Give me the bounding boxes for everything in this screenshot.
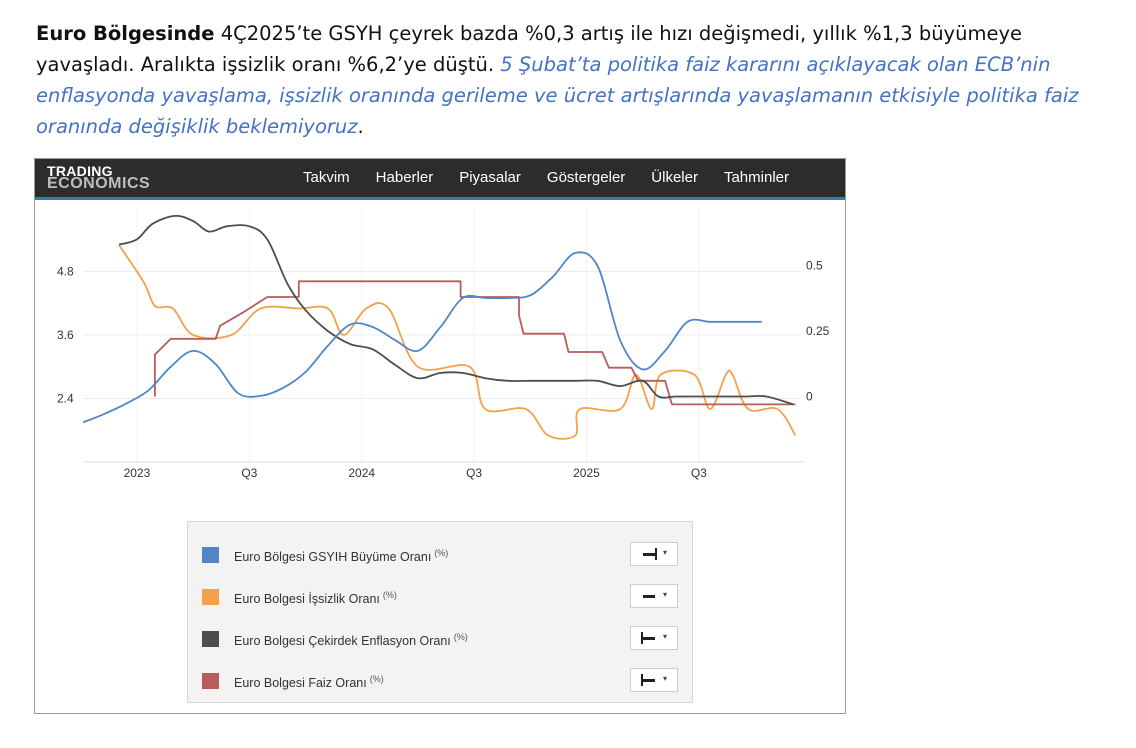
chart-panel: TRADING ECONOMICS Takvim Haberler Piyasa…	[34, 158, 846, 714]
nav-ulkeler[interactable]: Ülkeler	[651, 169, 698, 186]
right-tick-label: 0.25	[806, 324, 830, 338]
nav-haberler[interactable]: Haberler	[375, 169, 434, 186]
legend-label-interest-rate: Euro Bolgesi Faiz Oranı (%)	[234, 674, 384, 691]
legend-label-unemployment: Euro Bolgesi İşsizlik Oranı (%)	[234, 590, 397, 607]
x-tick-label: Q3	[466, 466, 482, 480]
x-tick-label: Q3	[691, 466, 707, 480]
legend-swatch-gdp	[202, 547, 219, 563]
legend-label-core-inflation: Euro Bolgesi Çekirdek Enflasyon Oranı (%)	[234, 632, 468, 649]
bar-right-icon[interactable]: ▾	[630, 542, 678, 566]
right-tick-label: 0	[806, 390, 813, 404]
line-chart: 2.4 3.6 4.8 0 0.25 0.5 2023 Q3 2024 Q3 2025 Q3	[57, 208, 830, 480]
trading-economics-logo[interactable]: TRADING ECONOMICS	[47, 163, 151, 192]
nav-tahminler[interactable]: Tahminler	[723, 169, 789, 186]
legend-item-interest-rate[interactable]: Euro Bolgesi Faiz Oranı (%) ▾	[202, 668, 682, 692]
intro-end-period: .	[357, 115, 364, 138]
x-tick-label: Q3	[241, 466, 257, 480]
te-header: TRADING ECONOMICS Takvim Haberler Piyasa…	[35, 159, 845, 200]
x-tick-label: 2025	[573, 466, 600, 480]
chart-legend: Euro Bölgesi GSYIH Büyüme Oranı (%) ▾ Eur…	[187, 521, 693, 703]
nav-piyasalar[interactable]: Piyasalar	[459, 169, 521, 186]
logo-line1: TRADING	[47, 163, 113, 179]
right-tick-label: 0.5	[806, 259, 823, 273]
series-line-core-inflation	[118, 214, 794, 406]
left-tick-label: 4.8	[57, 265, 74, 279]
x-tick-label: 2023	[124, 466, 151, 480]
intro-italic-text: 5 Şubat’ta politika faiz kararını açıkla…	[36, 53, 1079, 138]
series-line-interest-rate	[154, 280, 796, 406]
left-tick-label: 2.4	[57, 392, 74, 406]
legend-label-gdp: Euro Bölgesi GSYIH Büyüme Oranı (%)	[234, 548, 449, 565]
intro-plain-text: 4Ç2025’te GSYH çeyrek bazda %0,3 artış i…	[36, 22, 1022, 76]
series-line-gdp	[82, 251, 762, 424]
bar-icon[interactable]: ▾	[630, 584, 678, 608]
bar-left-icon[interactable]: ▾	[630, 626, 678, 650]
x-tick-label: 2024	[348, 466, 375, 480]
top-nav: Takvim Haberler Piyasalar Göstergeler Ül…	[290, 159, 802, 197]
nav-takvim[interactable]: Takvim	[303, 169, 350, 186]
left-tick-label: 3.6	[57, 328, 74, 342]
legend-swatch-unemployment	[202, 589, 219, 605]
legend-swatch-interest-rate	[202, 673, 219, 689]
bar-left-icon[interactable]: ▾	[630, 668, 678, 692]
nav-gostergeler[interactable]: Göstergeler	[546, 169, 626, 186]
logo-line2: ECONOMICS	[47, 175, 151, 192]
legend-item-unemployment[interactable]: Euro Bolgesi İşsizlik Oranı (%) ▾	[202, 584, 682, 608]
intro-paragraph: Euro Bölgesinde 4Ç2025’te GSYH çeyrek ba…	[36, 18, 1121, 142]
legend-swatch-core-inflation	[202, 631, 219, 647]
intro-bold-lead: Euro Bölgesinde	[36, 22, 215, 45]
legend-item-core-inflation[interactable]: Euro Bolgesi Çekirdek Enflasyon Oranı (%)…	[202, 626, 682, 650]
legend-item-gdp[interactable]: Euro Bölgesi GSYIH Büyüme Oranı (%) ▾	[202, 542, 682, 566]
series-line-unemployment	[118, 244, 797, 440]
